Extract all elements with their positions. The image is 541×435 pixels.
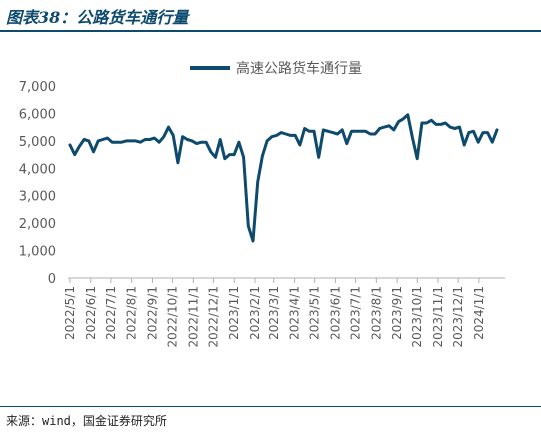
x-tick-label: 2022/8/1	[125, 286, 139, 340]
y-tick-label: 6,000	[19, 107, 56, 122]
x-tick-label: 2023/5/1	[308, 286, 322, 340]
x-tick-label: 2022/12/1	[206, 286, 220, 348]
x-tick-label: 2023/4/1	[288, 286, 302, 340]
x-tick-label: 2022/7/1	[104, 286, 118, 340]
x-tick-label: 2023/8/1	[369, 286, 383, 340]
y-tick-label: 7,000	[19, 80, 56, 95]
y-tick-label: 3,000	[19, 190, 56, 205]
x-tick-label: 2023/2/1	[248, 286, 262, 340]
title-divider	[0, 30, 541, 32]
figure-title: 图表38：公路货车通行量	[6, 8, 189, 27]
x-tick-label: 2023/7/1	[349, 286, 363, 340]
y-tick-label: 4,000	[19, 162, 56, 177]
y-tick-label: 1,000	[19, 245, 56, 260]
x-tick-label: 2023/10/1	[410, 286, 424, 348]
y-tick-label: 5,000	[19, 135, 56, 150]
y-tick-label: 0	[48, 272, 56, 287]
footer-divider	[0, 406, 541, 407]
x-tick-label: 2023/12/1	[451, 286, 465, 348]
x-tick-label: 2023/1/1	[227, 286, 241, 340]
series-line	[68, 113, 499, 243]
x-tick-label: 2023/6/1	[328, 286, 342, 340]
x-tick-label: 2022/11/1	[186, 286, 200, 348]
x-tick-label: 2023/9/1	[390, 286, 404, 340]
x-tick-label: 2024/1/1	[472, 286, 486, 340]
line-chart: 0 1,000 2,000 3,000 4,000 5,000 6,000 7,000 2022…	[19, 60, 505, 348]
legend-label: 高速公路货车通行量	[236, 60, 362, 77]
x-tick-label: 2022/5/1	[63, 286, 77, 340]
source-note: 来源：wind，国金证券研究所	[6, 414, 167, 428]
x-tick-label: 2022/9/1	[145, 286, 159, 340]
y-tick-label: 2,000	[19, 217, 56, 232]
x-tick-label: 2022/6/1	[84, 286, 98, 340]
x-tick-label: 2023/3/1	[267, 286, 281, 340]
x-tick-label: 2023/11/1	[431, 286, 445, 348]
x-tick-label: 2022/10/1	[166, 286, 180, 348]
